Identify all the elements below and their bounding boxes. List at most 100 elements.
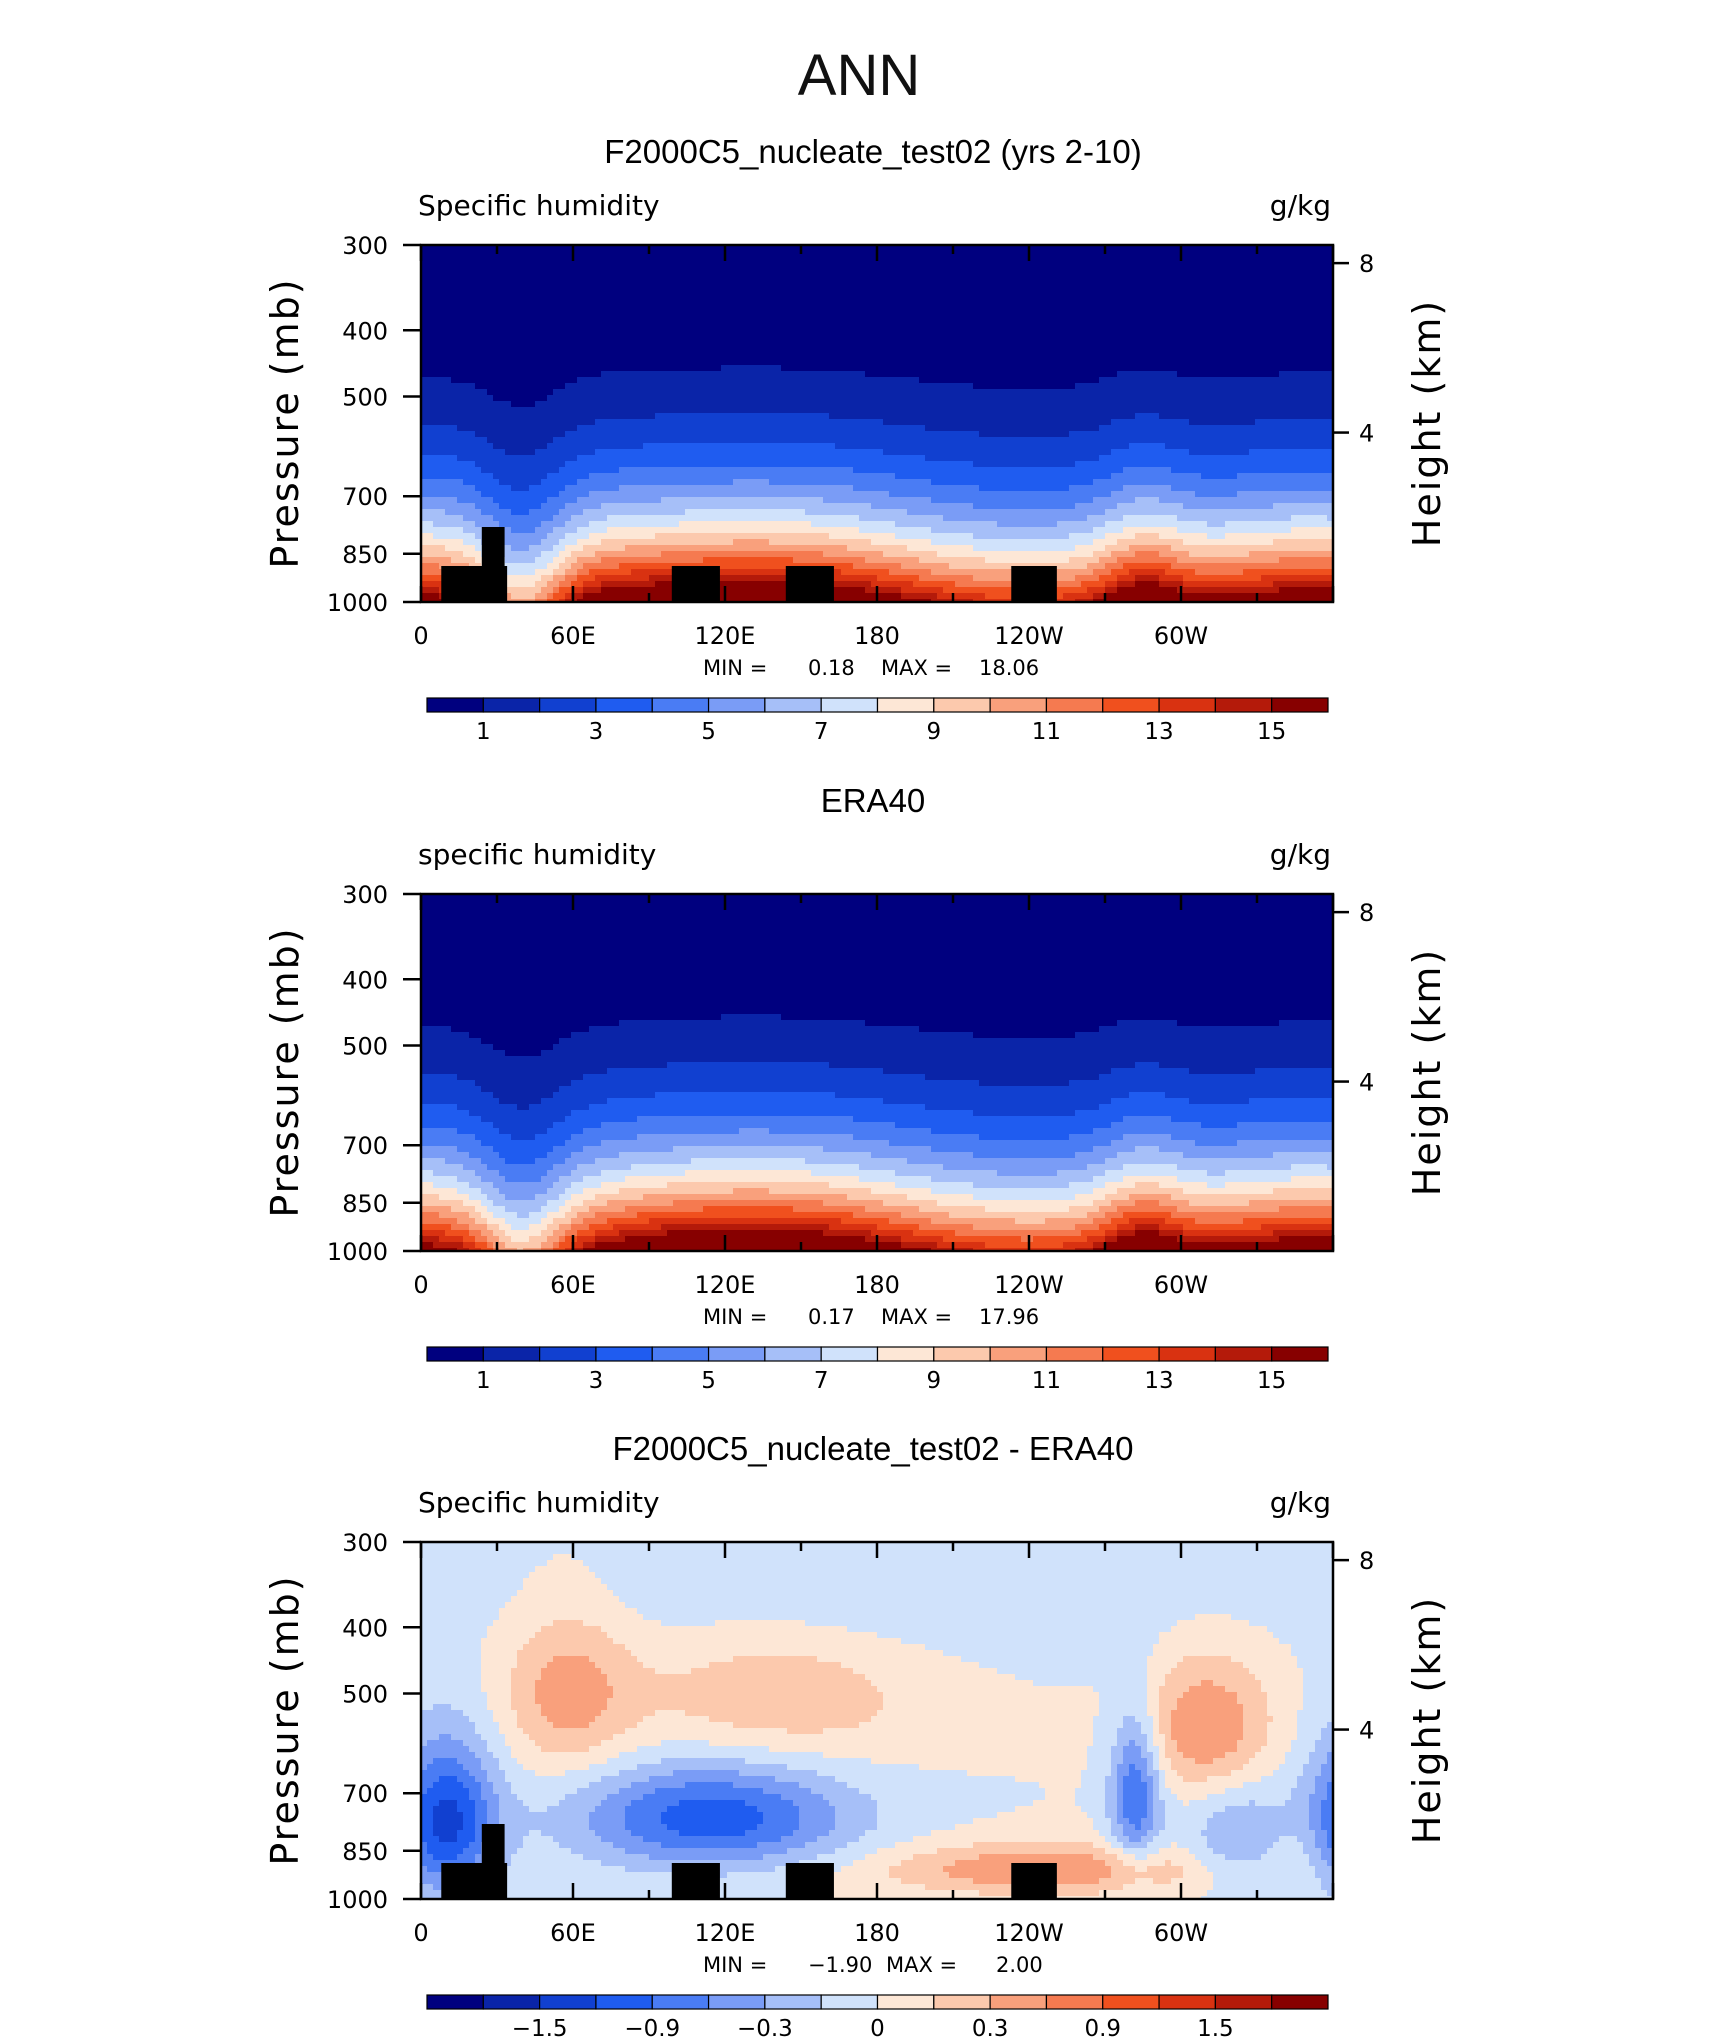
contour-cell xyxy=(1123,281,1130,288)
contour-cell xyxy=(811,353,818,360)
contour-cell xyxy=(997,263,1004,270)
contour-cell xyxy=(847,371,854,378)
contour-cell xyxy=(523,371,530,378)
contour-cell xyxy=(799,353,806,360)
contour-cell xyxy=(1321,407,1328,414)
contour-cell xyxy=(1111,335,1118,342)
contour-cell xyxy=(469,269,476,276)
contour-cell xyxy=(979,287,986,294)
contour-cell xyxy=(1279,341,1286,348)
contour-cell xyxy=(451,353,458,360)
contour-cell xyxy=(1003,311,1010,318)
contour-cell xyxy=(1273,299,1280,306)
contour-cell xyxy=(1201,287,1208,294)
contour-cell xyxy=(979,419,986,426)
contour-cell xyxy=(961,425,968,432)
contour-cell xyxy=(805,407,812,414)
contour-cell xyxy=(1015,329,1022,336)
contour-cell xyxy=(655,371,662,378)
contour-cell xyxy=(679,383,686,390)
contour-cell xyxy=(1165,389,1172,396)
contour-cell xyxy=(919,281,926,288)
contour-cell xyxy=(1111,395,1118,402)
contour-cell xyxy=(985,263,992,270)
contour-cell xyxy=(835,371,842,378)
contour-cell xyxy=(679,377,686,384)
contour-cell xyxy=(1249,299,1256,306)
contour-cell xyxy=(889,407,896,414)
contour-cell xyxy=(907,287,914,294)
contour-cell xyxy=(1135,347,1142,354)
contour-cell xyxy=(847,257,854,264)
contour-cell xyxy=(823,263,830,270)
contour-cell xyxy=(427,323,434,330)
contour-cell xyxy=(1051,329,1058,336)
contour-cell xyxy=(1321,275,1328,282)
contour-cell xyxy=(793,413,800,420)
contour-cell xyxy=(715,419,722,426)
contour-cell xyxy=(637,353,644,360)
contour-cell xyxy=(703,311,710,318)
contour-cell xyxy=(1129,407,1136,414)
contour-cell xyxy=(607,389,614,396)
contour-cell xyxy=(949,323,956,330)
contour-cell xyxy=(1273,341,1280,348)
contour-cell xyxy=(661,407,668,414)
contour-cell xyxy=(493,413,500,420)
contour-cell xyxy=(703,395,710,402)
contour-cell xyxy=(1189,293,1196,300)
contour-cell xyxy=(1297,323,1304,330)
contour-cell xyxy=(619,371,626,378)
contour-cell xyxy=(799,389,806,396)
contour-cell xyxy=(1039,377,1046,384)
contour-cell xyxy=(1225,347,1232,354)
contour-cell xyxy=(1039,401,1046,408)
contour-cell xyxy=(883,335,890,342)
contour-cell xyxy=(469,341,476,348)
contour-cell xyxy=(625,419,632,426)
contour-cell xyxy=(787,323,794,330)
contour-cell xyxy=(577,329,584,336)
contour-cell xyxy=(1213,251,1220,258)
contour-cell xyxy=(1273,347,1280,354)
contour-cell xyxy=(1021,323,1028,330)
contour-cell xyxy=(937,347,944,354)
contour-cell xyxy=(1147,359,1154,366)
contour-cell xyxy=(445,353,452,360)
contour-cell xyxy=(1069,413,1076,420)
contour-cell xyxy=(1039,335,1046,342)
contour-cell xyxy=(1219,293,1226,300)
contour-cell xyxy=(1315,425,1322,432)
contour-cell xyxy=(667,275,674,282)
contour-cell xyxy=(703,335,710,342)
contour-cell xyxy=(1153,347,1160,354)
contour-cell xyxy=(1231,275,1238,282)
contour-cell xyxy=(1063,371,1070,378)
contour-cell xyxy=(967,299,974,306)
contour-cell xyxy=(631,281,638,288)
contour-cell xyxy=(547,395,554,402)
contour-cell xyxy=(697,269,704,276)
contour-cell xyxy=(1165,293,1172,300)
contour-cell xyxy=(1063,329,1070,336)
contour-cell xyxy=(925,407,932,414)
contour-cell xyxy=(1261,251,1268,258)
contour-cell xyxy=(445,365,452,372)
contour-cell xyxy=(727,377,734,384)
contour-cell xyxy=(1303,269,1310,276)
contour-cell xyxy=(1237,401,1244,408)
contour-cell xyxy=(1201,413,1208,420)
contour-cell xyxy=(445,431,452,438)
contour-cell xyxy=(457,317,464,324)
contour-cell xyxy=(493,323,500,330)
contour-cell xyxy=(979,389,986,396)
contour-cell xyxy=(979,341,986,348)
contour-cell xyxy=(1069,317,1076,324)
contour-cell xyxy=(493,407,500,414)
contour-cell xyxy=(667,269,674,276)
contour-cell xyxy=(871,275,878,282)
contour-cell xyxy=(1183,335,1190,342)
contour-cell xyxy=(571,431,578,438)
contour-cell xyxy=(1225,269,1232,276)
contour-cell xyxy=(799,383,806,390)
